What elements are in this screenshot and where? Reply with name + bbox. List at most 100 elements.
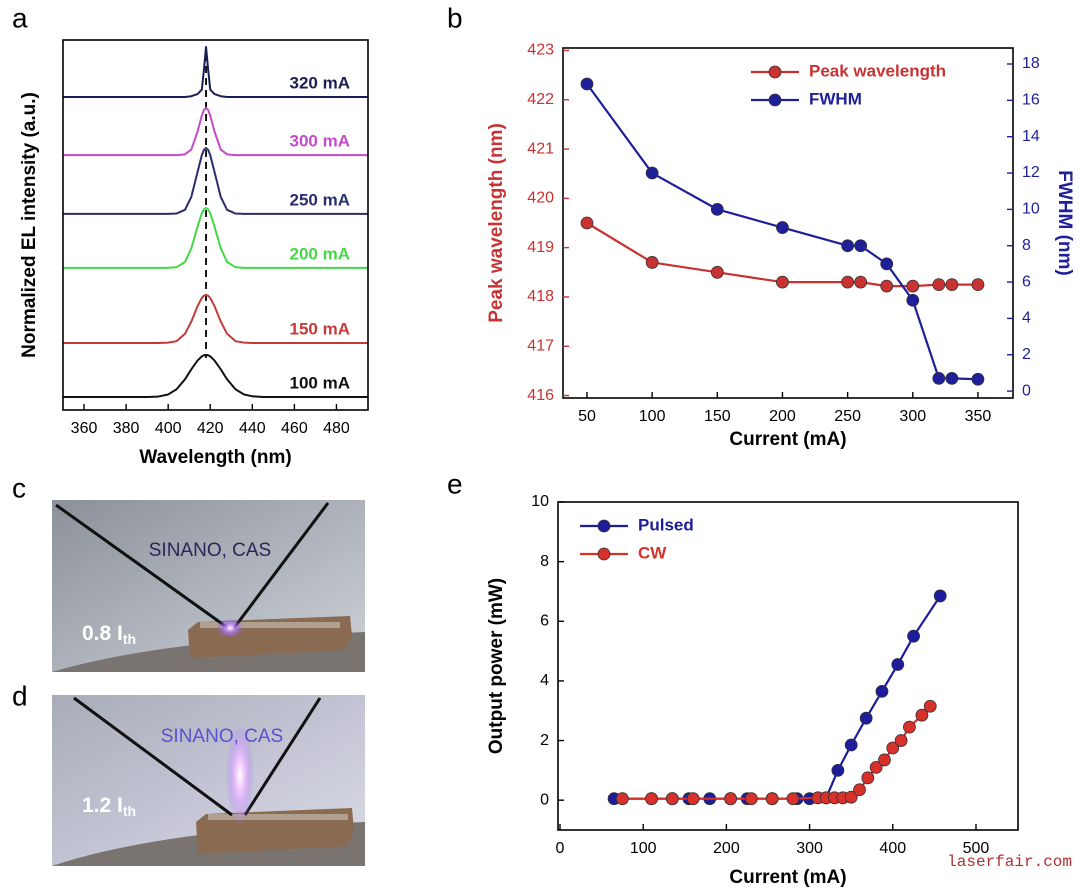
- level-sub: th: [123, 631, 136, 647]
- x-tick-label: 250: [834, 408, 861, 425]
- legend-label: Pulsed: [638, 515, 694, 534]
- data-point: [875, 684, 889, 698]
- x-tick-label: 400: [155, 420, 182, 437]
- data-point: [859, 711, 873, 725]
- y-axis-label: Peak wavelength (nm): [486, 123, 507, 323]
- x-tick-label: 460: [281, 420, 308, 437]
- data-point: [645, 792, 658, 806]
- data-point: [776, 275, 789, 289]
- y2-tick-label: 12: [1022, 164, 1040, 181]
- x-tick-label: 0: [556, 840, 565, 857]
- x-tick-label: 100: [639, 408, 666, 425]
- data-point: [880, 257, 894, 271]
- data-point: [580, 77, 594, 91]
- data-point: [971, 278, 985, 292]
- data-point: [686, 792, 700, 806]
- x-axis-label: Current (mA): [729, 867, 846, 888]
- series-line: [63, 147, 368, 215]
- data-point: [878, 753, 891, 767]
- series-line: [63, 293, 368, 345]
- legend-marker: [597, 519, 611, 533]
- y-tick-label: 10: [531, 493, 549, 510]
- y-tick-label: 419: [527, 239, 554, 256]
- y-tick-label: 421: [527, 140, 554, 157]
- data-point: [710, 265, 724, 279]
- photo-caption: SINANO, CAS: [161, 726, 283, 747]
- chip-top: [200, 622, 340, 628]
- data-point: [915, 708, 929, 722]
- y2-tick-label: 18: [1022, 55, 1040, 72]
- watermark: laserfair.com: [947, 853, 1072, 871]
- data-point: [933, 589, 947, 603]
- legend-marker: [768, 93, 782, 107]
- data-point: [710, 202, 724, 216]
- data-point: [665, 792, 679, 806]
- data-point: [971, 372, 985, 386]
- x-tick-label: 350: [965, 408, 992, 425]
- data-point: [886, 741, 900, 755]
- data-point: [903, 720, 916, 734]
- data-point: [844, 738, 858, 752]
- plot-frame: [62, 39, 369, 411]
- x-axis-label: Wavelength (nm): [139, 447, 291, 468]
- data-point: [844, 790, 858, 804]
- data-point: [945, 278, 959, 292]
- x-tick-label: 200: [769, 408, 796, 425]
- y2-tick-label: 16: [1022, 92, 1040, 109]
- y2-tick-label: 14: [1022, 128, 1040, 145]
- data-point: [841, 275, 855, 289]
- x-tick-label: 420: [197, 420, 224, 437]
- probe-needle: [55, 503, 229, 630]
- x-axis-label: Current (mA): [729, 429, 846, 450]
- y-tick-label: 2: [540, 732, 549, 749]
- data-point: [907, 629, 920, 643]
- data-point: [923, 699, 937, 713]
- data-point: [853, 783, 866, 797]
- panel-label: c: [12, 472, 26, 503]
- data-point: [906, 293, 920, 307]
- data-point: [831, 763, 845, 777]
- x-tick-label: 380: [113, 420, 140, 437]
- data-point: [945, 371, 959, 385]
- series-line: [63, 107, 368, 157]
- probe-needle: [243, 697, 322, 816]
- legend-marker: [597, 547, 611, 561]
- x-tick-label: 150: [704, 408, 731, 425]
- x-tick-label: 50: [578, 408, 596, 425]
- data-point: [765, 792, 779, 806]
- x-tick-label: 480: [323, 420, 350, 437]
- x-tick-label: 300: [796, 840, 823, 857]
- y2-tick-label: 2: [1022, 346, 1031, 363]
- photo-caption: SINANO, CAS: [149, 540, 271, 561]
- y-tick-label: 420: [527, 190, 554, 207]
- legend-marker: [768, 65, 782, 79]
- y-tick-label: 6: [540, 612, 549, 629]
- photo-d: SINANO, CAS 1.2 Ith d: [12, 680, 365, 866]
- series-label: 200 mA: [290, 244, 350, 263]
- level-main: 0.8 I: [82, 622, 123, 645]
- panel-label: d: [12, 680, 28, 711]
- photo-level: 0.8 Ith: [82, 622, 136, 647]
- data-point: [861, 771, 875, 785]
- x-tick-label: 300: [899, 408, 926, 425]
- data-point: [724, 792, 737, 806]
- x-tick-label: 400: [879, 840, 906, 857]
- series-label: 320 mA: [290, 73, 350, 92]
- x-tick-label: 200: [713, 840, 740, 857]
- y-tick-label: 417: [527, 337, 554, 354]
- data-point: [615, 792, 629, 806]
- chart: e Pulsed CW 0 100 200 300 400 500 0 2 4 6 8 10 Current …: [447, 468, 1019, 888]
- data-point: [906, 279, 920, 293]
- photo-c: SINANO, CAS 0.8 Ith c: [12, 472, 365, 672]
- probe-needle: [232, 502, 330, 629]
- panel-label: b: [447, 2, 463, 33]
- data-point: [841, 239, 855, 253]
- series-label: 100 mA: [290, 374, 350, 393]
- legend-label: CW: [638, 543, 667, 562]
- probe-needle: [73, 696, 233, 817]
- data-point: [854, 239, 868, 253]
- series-line: [63, 206, 368, 269]
